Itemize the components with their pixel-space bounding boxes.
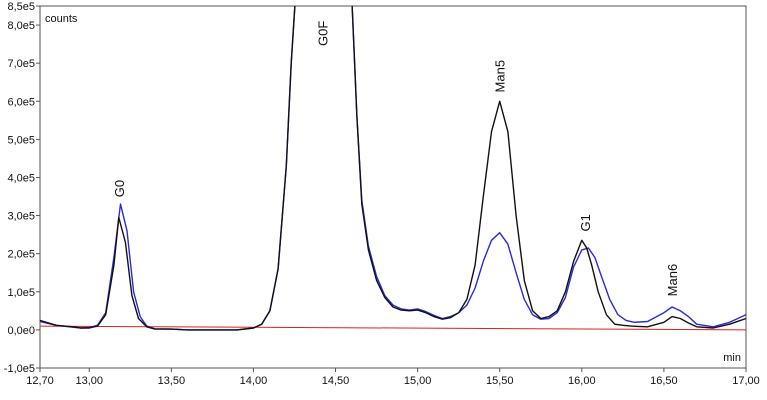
y-tick-label: 1,0e5 (7, 287, 35, 299)
series-line-1 (40, 6, 746, 331)
x-unit-label: min (723, 352, 741, 364)
x-tick-label: 16,00 (568, 375, 596, 387)
y-tick-label: 0,0e0 (7, 325, 35, 337)
x-tick-label: 15,00 (404, 375, 432, 387)
x-tick-label: 14,50 (322, 375, 350, 387)
x-tick-label: 13,00 (75, 375, 103, 387)
y-tick-label: -1,0e5 (4, 363, 35, 375)
y-tick-label: 8,5e5 (7, 1, 35, 13)
x-tick-label: 16,50 (650, 375, 678, 387)
plot-area-frame (39, 5, 747, 369)
y-tick-label: 7,0e5 (7, 58, 35, 70)
x-tick-label: 13,50 (158, 375, 186, 387)
peak-label: G0F (315, 21, 330, 46)
y-tick-label: 8,0e5 (7, 20, 35, 32)
x-axis: 12,70 13,00 13,50 14,00 14,50 15,00 15,50 16,00… (26, 368, 760, 387)
peak-label-layer: G0 G0F Man5 G1 Man6 (112, 21, 680, 297)
y-tick-label: 5,0e5 (7, 134, 35, 146)
y-tick-label: 2,0e5 (7, 249, 35, 261)
x-tick-label: 15,50 (486, 375, 514, 387)
x-tick-label: 12,70 (26, 375, 54, 387)
y-tick-label: 3,0e5 (7, 211, 35, 223)
peak-label: Man5 (493, 60, 508, 93)
series-layer (40, 6, 746, 331)
peak-label: G1 (578, 214, 593, 231)
y-axis: -1,0e5 0,0e0 1,0e5 2,0e5 3,0e5 4,0e5 5,0e5 6,0e… (4, 1, 40, 375)
y-unit-label: counts (45, 13, 78, 25)
x-tick-label: 14,00 (240, 375, 268, 387)
series-line-3 (40, 325, 746, 331)
y-tick-label: 6,0e5 (7, 96, 35, 108)
y-tick-label: 4,0e5 (7, 172, 35, 184)
peak-label: Man6 (665, 264, 680, 297)
peak-label: G0 (112, 180, 127, 197)
x-tick-label: 17,00 (732, 375, 760, 387)
